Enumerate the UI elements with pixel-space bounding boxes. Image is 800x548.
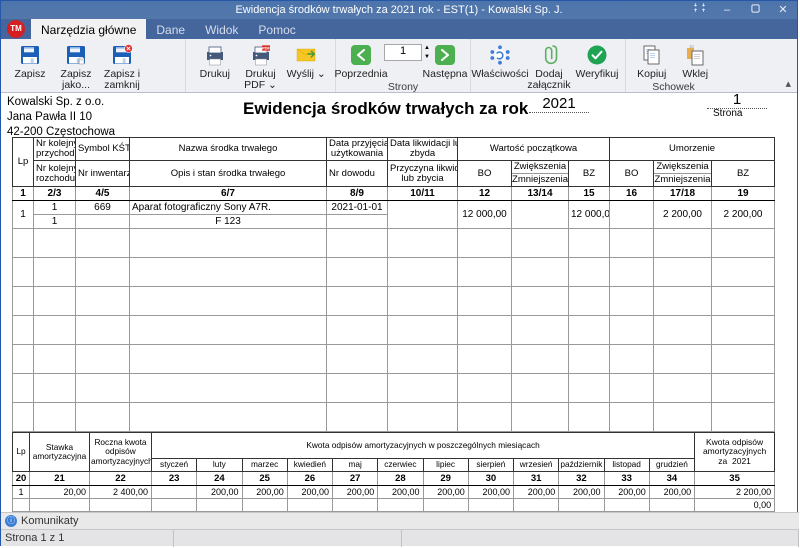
svg-text:PDF: PDF [262, 46, 271, 51]
